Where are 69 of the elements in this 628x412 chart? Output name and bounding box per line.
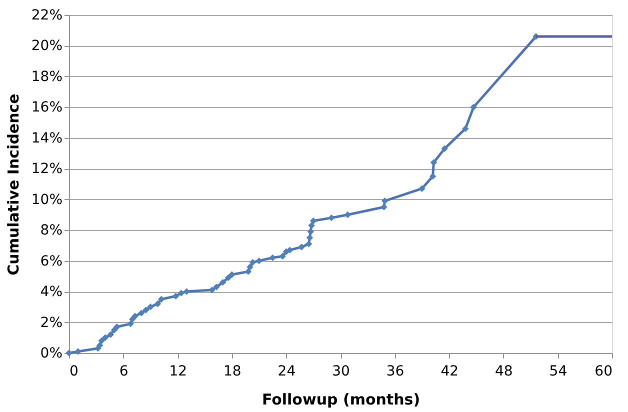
point xyxy=(286,246,294,254)
point xyxy=(213,284,220,290)
x-tick-label: 18 xyxy=(223,364,242,380)
point xyxy=(154,300,162,308)
point xyxy=(246,264,254,270)
x-tick-label: 0 xyxy=(70,364,78,380)
y-tick-label: 20% xyxy=(31,38,62,54)
y-tick-label: 14% xyxy=(31,130,62,146)
point xyxy=(310,218,317,224)
point xyxy=(138,310,145,316)
point xyxy=(256,257,262,264)
y-tick-label: 18% xyxy=(31,68,62,85)
point xyxy=(142,306,150,314)
y-tick-label: 8% xyxy=(40,222,62,239)
y-tick-label: 6% xyxy=(40,253,62,270)
point xyxy=(183,288,190,295)
x-tick-label: 30 xyxy=(332,364,350,380)
point xyxy=(244,268,252,275)
x-tick-label: 24 xyxy=(278,364,296,380)
point xyxy=(279,252,286,260)
x-tick-label: 12 xyxy=(169,364,188,380)
point xyxy=(249,259,256,266)
y-tick-label: 4% xyxy=(40,284,62,300)
x-axis-title: Followup (months) xyxy=(262,390,420,408)
point xyxy=(132,312,138,320)
point xyxy=(269,254,276,262)
point xyxy=(98,337,105,344)
point xyxy=(228,271,236,278)
point xyxy=(305,240,312,248)
point xyxy=(430,159,438,166)
point xyxy=(308,222,315,229)
x-tick-label: 54 xyxy=(549,364,568,380)
y-tick-label: 10% xyxy=(31,192,62,208)
point xyxy=(114,324,120,330)
point xyxy=(429,172,436,180)
y-tick-label: 16% xyxy=(31,100,62,116)
y-tick-label: 0% xyxy=(40,346,62,362)
y-tick-label: 12% xyxy=(31,161,62,178)
point xyxy=(470,104,477,111)
point xyxy=(381,198,388,204)
y-tick-label: 22% xyxy=(31,8,62,24)
point xyxy=(158,296,165,303)
point xyxy=(418,185,426,192)
point xyxy=(344,211,352,218)
x-tick-label: 36 xyxy=(386,364,404,380)
y-tick-label: 2% xyxy=(40,314,62,331)
point xyxy=(107,331,114,338)
point xyxy=(219,278,226,286)
point xyxy=(306,234,314,242)
x-tick-label: 48 xyxy=(494,364,513,380)
point xyxy=(328,214,335,222)
point xyxy=(462,125,469,132)
point xyxy=(127,320,134,328)
point xyxy=(307,228,314,235)
point xyxy=(208,286,216,294)
x-tick-label: 60 xyxy=(594,364,612,380)
point xyxy=(172,292,180,300)
point xyxy=(178,290,185,296)
point xyxy=(224,274,232,282)
point xyxy=(74,348,82,355)
point xyxy=(147,304,154,310)
x-tick-label: 6 xyxy=(119,364,128,380)
point xyxy=(298,244,305,250)
point xyxy=(96,342,104,349)
x-tick-label: 42 xyxy=(440,364,459,380)
y-axis-title: Cumulative Incidence xyxy=(4,94,22,276)
point xyxy=(380,204,388,210)
point xyxy=(441,145,448,152)
point xyxy=(102,334,109,341)
